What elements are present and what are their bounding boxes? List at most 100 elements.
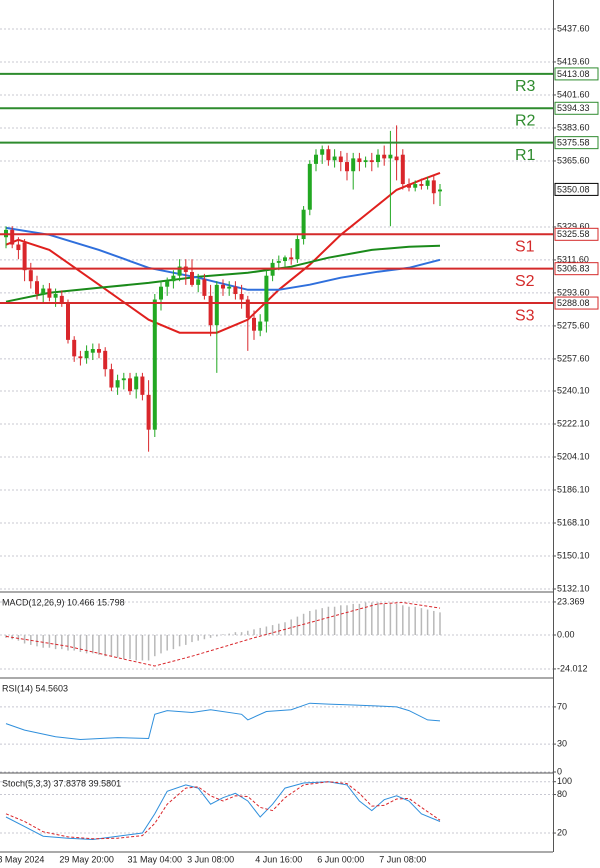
candle-body	[196, 279, 201, 285]
moving-average-line	[5, 226, 441, 291]
y-tick-label: 23.369	[557, 596, 585, 606]
indicator-line	[5, 781, 441, 840]
candle-body	[97, 349, 101, 353]
y-tick-label: 30	[557, 738, 567, 748]
pivot-level-box	[554, 296, 599, 310]
y-tick-label: 5240.10	[557, 385, 590, 395]
candle-body	[407, 184, 411, 188]
candle-body	[314, 154, 318, 164]
candle-body	[128, 378, 132, 392]
candle-body	[363, 160, 368, 163]
candle-body	[227, 286, 232, 289]
candle-body	[289, 257, 294, 260]
x-tick-label: 28 May 2024	[0, 854, 44, 864]
candle-body	[152, 299, 157, 430]
candle-body	[301, 209, 306, 240]
x-tick-label: 7 Jun 08:00	[379, 854, 426, 864]
y-tick-label: 5437.60	[557, 23, 590, 33]
y-tick-label: 5383.60	[557, 122, 590, 132]
candle-body	[388, 154, 393, 159]
candle-body	[276, 261, 281, 263]
candle-body	[134, 376, 139, 390]
pivot-level-value: 5288.08	[557, 298, 590, 308]
indicator-line	[5, 601, 441, 667]
candle-body	[90, 349, 95, 353]
candle-body	[177, 266, 182, 276]
y-tick-label: 5150.10	[557, 550, 590, 560]
candle-body	[115, 380, 120, 388]
candle-body	[258, 321, 263, 331]
candle-body	[376, 154, 380, 163]
candle-body	[264, 275, 269, 322]
pivot-level-value: 5325.58	[557, 229, 590, 239]
candle-body	[413, 184, 418, 188]
candle-body	[10, 229, 15, 245]
candle-body	[121, 378, 126, 381]
y-tick-label: 70	[557, 701, 567, 711]
candle-body	[53, 294, 58, 298]
x-tick-label: 29 May 20:00	[59, 854, 114, 864]
candle-body	[221, 284, 225, 289]
y-tick-label: 100	[557, 776, 572, 786]
y-tick-label: 0.00	[557, 629, 575, 639]
pivot-level-value: 5306.83	[557, 264, 590, 274]
candle-body	[84, 350, 89, 359]
pivot-level-box	[554, 67, 599, 81]
candle-body	[208, 295, 213, 326]
pivot-level-box	[554, 227, 599, 241]
candle-body	[320, 149, 325, 155]
candle-body	[394, 156, 399, 161]
y-tick-label: 0	[557, 766, 562, 776]
pivot-level-name: S1	[515, 239, 535, 256]
candle-body	[332, 156, 337, 161]
candle-body	[214, 284, 219, 326]
y-tick-label: 5168.10	[557, 517, 590, 527]
candle-body	[400, 154, 405, 185]
pivot-level-name: R1	[515, 147, 536, 164]
candle-body	[16, 244, 21, 251]
candle-body	[245, 299, 250, 318]
y-tick-label: 5311.60	[557, 254, 589, 264]
indicator-title: MACD(12,26,9) 10.466 15.798	[2, 597, 125, 607]
pivot-level-name: S3	[515, 307, 535, 324]
indicator-line	[5, 781, 441, 841]
y-tick-label: 5257.60	[557, 353, 590, 363]
y-tick-label: 5132.10	[557, 583, 590, 593]
x-tick-label: 6 Jun 00:00	[317, 854, 364, 864]
candle-body	[338, 156, 343, 163]
candle-body	[35, 281, 39, 295]
candle-body	[146, 394, 151, 430]
y-tick-label: 5365.60	[557, 155, 590, 165]
candle-body	[28, 270, 33, 282]
candle-body	[283, 257, 287, 262]
pivot-level-box	[554, 101, 599, 115]
candle-body	[202, 279, 207, 296]
y-tick-label: 80	[557, 789, 567, 799]
candle-body	[295, 239, 300, 260]
y-tick-label: -24.012	[557, 663, 588, 673]
pivot-level-box	[554, 262, 599, 276]
candle-body	[357, 158, 362, 163]
pivot-level-value: 5413.08	[557, 69, 590, 79]
candle-body	[78, 356, 83, 359]
candle-body	[425, 180, 430, 186]
pivot-level-name: R3	[515, 78, 536, 95]
candle-body	[72, 339, 77, 357]
candle-body	[382, 154, 387, 159]
candle-body	[239, 294, 244, 300]
last-price-box	[554, 182, 599, 196]
candle-body	[22, 242, 27, 271]
moving-average-line	[5, 244, 441, 303]
indicator-title: Stoch(5,3,3) 37.8378 39.5801	[2, 778, 121, 788]
last-price-label: 5350.08	[557, 184, 590, 194]
candle-body	[171, 275, 176, 282]
candle-body	[419, 184, 424, 186]
y-tick-label: 5186.10	[557, 484, 590, 494]
y-tick-label: 5329.60	[557, 221, 590, 231]
candle-body	[165, 281, 170, 287]
candle-body	[307, 163, 312, 210]
candle-body	[41, 288, 46, 295]
indicator-line	[5, 702, 441, 741]
